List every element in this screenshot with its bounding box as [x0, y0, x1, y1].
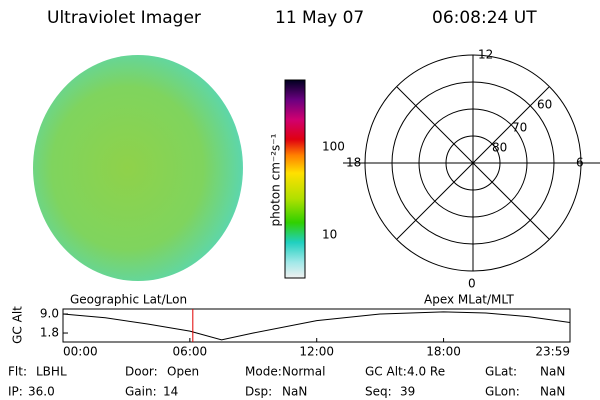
date: 11 May 07 [275, 8, 364, 28]
x-tick-label: 18:00 [426, 345, 461, 359]
colorbar-label: photon cm⁻²s⁻¹ [269, 133, 283, 226]
mlt-label: 12 [478, 48, 493, 62]
x-tick-label: 12:00 [299, 345, 334, 359]
colorbar-tick: 100 [322, 140, 345, 154]
alt-ylabel: GC Alt [11, 306, 25, 344]
status-value: 39 [400, 385, 415, 399]
status-value: NaN [282, 385, 307, 399]
instrument: Ultraviolet Imager [47, 8, 201, 28]
status-label: Dsp: [245, 385, 272, 399]
altitude-line [62, 311, 571, 341]
mlt-label: 6 [576, 156, 584, 170]
status-value: NaN [540, 365, 565, 379]
lat-label: 70 [512, 121, 527, 135]
status-label: GLon: [485, 385, 520, 399]
y-tick-label: 1.8 [40, 326, 59, 340]
y-tick-label: 9.0 [40, 307, 59, 321]
x-tick-label: 23:59 [535, 345, 570, 359]
status-label: Door: [125, 365, 158, 379]
x-tick-label: 00:00 [63, 345, 98, 359]
colorbar [284, 79, 306, 279]
lat-label: 60 [537, 98, 552, 112]
status-label: Mode: [245, 365, 282, 379]
status-value: 36.0 [28, 385, 55, 399]
lat-label: 80 [492, 141, 507, 155]
status-label: Seq: [365, 385, 392, 399]
status-value: 14 [163, 385, 178, 399]
status-value: 4.0 Re [407, 365, 445, 379]
status-label: Gain: [125, 385, 157, 399]
colorbar-tick: 10 [322, 228, 337, 242]
status-value: LBHL [36, 365, 67, 379]
mlt-label: 0 [468, 277, 476, 291]
left-label: Geographic Lat/Lon [70, 293, 187, 307]
mlt-label: 18 [346, 156, 361, 170]
status-value: Normal [282, 365, 325, 379]
status-label: GLat: [485, 365, 517, 379]
polar-grid [343, 54, 600, 272]
status-label: IP: [8, 385, 23, 399]
imager-disk [33, 55, 243, 281]
right-label: Apex MLat/MLT [424, 293, 514, 307]
status-value: NaN [540, 385, 565, 399]
status-label: Flt: [8, 365, 27, 379]
status-label: GC Alt: [365, 365, 407, 379]
status-value: Open [167, 365, 199, 379]
x-tick-label: 06:00 [173, 345, 208, 359]
time: 06:08:24 UT [432, 8, 537, 28]
